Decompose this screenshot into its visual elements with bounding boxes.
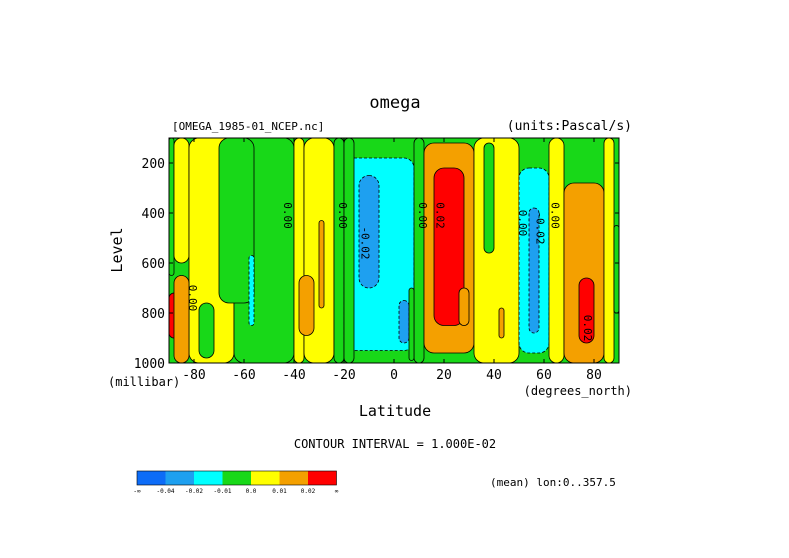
colorbar-swatch-4 [251, 471, 280, 485]
x-tick-label-8: 80 [586, 368, 602, 383]
y-axis-ticks: 200 400 600 800 1000 [134, 157, 619, 372]
contour-band-6 [333, 138, 345, 363]
contour-label-2: 0.00 [336, 202, 349, 229]
contour-label-6: 0.00 [516, 210, 529, 237]
contour-region-7 [318, 220, 325, 309]
contour-region-2 [173, 275, 190, 363]
contour-region-13 [458, 287, 470, 326]
contour-label-1: 0.00 [281, 202, 294, 229]
contour-region-4 [218, 138, 255, 304]
y-tick-label-4: 1000 [134, 357, 165, 372]
contour-region-3 [198, 302, 215, 359]
contour-region-11 [408, 287, 415, 361]
contour-label-4: 0.00 [416, 202, 429, 229]
contour-band-12 [548, 138, 565, 363]
colorbar-label-5: 0.01 [272, 488, 287, 495]
source-file-label: [OMEGA_1985-01_NCEP.nc] [172, 120, 324, 133]
colorbar-label-3: -0.01 [213, 488, 231, 495]
x-tick-label-7: 60 [536, 368, 552, 383]
y-tick-label-3: 800 [142, 307, 165, 322]
x-tick-label-2: -40 [282, 368, 305, 383]
contour-region-16 [528, 207, 540, 334]
contour-region-18 [613, 225, 619, 314]
contour-label-5: 0.02 [434, 202, 447, 229]
y-axis-unit: (millibar) [108, 375, 180, 389]
colorbar-label-4: 0.0 [246, 488, 257, 495]
contour-region-6 [298, 275, 315, 336]
colorbar: -∞ -0.04 -0.02 -0.01 0.0 0.01 0.02 ∞ [133, 470, 339, 495]
contour-interval-text: CONTOUR INTERVAL = 1.000E-02 [294, 437, 496, 451]
contour-band-8 [413, 138, 425, 363]
x-axis-unit: (degrees_north) [524, 384, 632, 398]
contour-region-9 [358, 175, 380, 289]
contour-band-1 [173, 138, 190, 264]
colorbar-swatch-3 [222, 471, 251, 485]
colorbar-label-2: -0.02 [185, 488, 203, 495]
colorbar-swatch-6 [308, 471, 337, 485]
contour-label-7: -0.02 [534, 211, 547, 244]
y-axis-title: Level [108, 227, 126, 272]
contour-label-9: 0.02 [581, 315, 594, 342]
colorbar-frame [136, 470, 337, 486]
contour-label-3: -0.02 [359, 226, 372, 259]
x-axis-title: Latitude [359, 402, 431, 420]
chart-title: omega [369, 93, 420, 113]
x-tick-label-1: -60 [232, 368, 255, 383]
contour-band-0 [169, 138, 175, 276]
x-tick-label-0: -80 [182, 368, 205, 383]
units-label: (units:Pascal/s) [507, 119, 632, 134]
colorbar-swatch-0 [137, 471, 166, 485]
contour-fills [169, 138, 619, 363]
colorbar-label-7: ∞ [335, 488, 339, 495]
colorbar-label-1: -0.04 [156, 488, 174, 495]
mean-longitude-text: (mean) lon:0..357.5 [490, 476, 616, 489]
y-tick-label-1: 400 [142, 207, 165, 222]
x-tick-label-3: -20 [332, 368, 355, 383]
contour-region-17 [578, 277, 595, 344]
contour-region-15 [498, 307, 505, 339]
contour-region-14 [483, 142, 495, 254]
colorbar-swatch-2 [194, 471, 223, 485]
contour-label-0: 0.00 [186, 285, 199, 312]
contour-label-8: 0.00 [549, 202, 562, 229]
colorbar-label-6: 0.02 [301, 488, 316, 495]
y-tick-label-0: 200 [142, 157, 165, 172]
plot-area: 0.000.00 0.00-0.020.00 0.02 0.00 -0.02 0.000.… [169, 138, 619, 363]
contour-band-14 [603, 138, 615, 363]
colorbar-swatch-1 [165, 471, 194, 485]
x-tick-label-4: 0 [390, 368, 398, 383]
x-tick-label-6: 40 [486, 368, 502, 383]
contour-region-5 [248, 255, 255, 326]
contour-region-12 [433, 167, 465, 326]
contour-labels: 0.000.00 0.00-0.020.00 0.02 0.00 -0.02 0.000.… [186, 202, 594, 341]
x-axis-ticks: -80 -60 -40 -20 0 20 40 60 80 [182, 138, 602, 383]
contour-band-10 [473, 138, 520, 363]
x-tick-label-5: 20 [436, 368, 452, 383]
contour-region-10 [398, 300, 410, 344]
colorbar-swatch-5 [279, 471, 308, 485]
contour-region-8 [343, 138, 355, 363]
y-tick-label-2: 600 [142, 257, 165, 272]
colorbar-label-0: -∞ [133, 488, 141, 495]
